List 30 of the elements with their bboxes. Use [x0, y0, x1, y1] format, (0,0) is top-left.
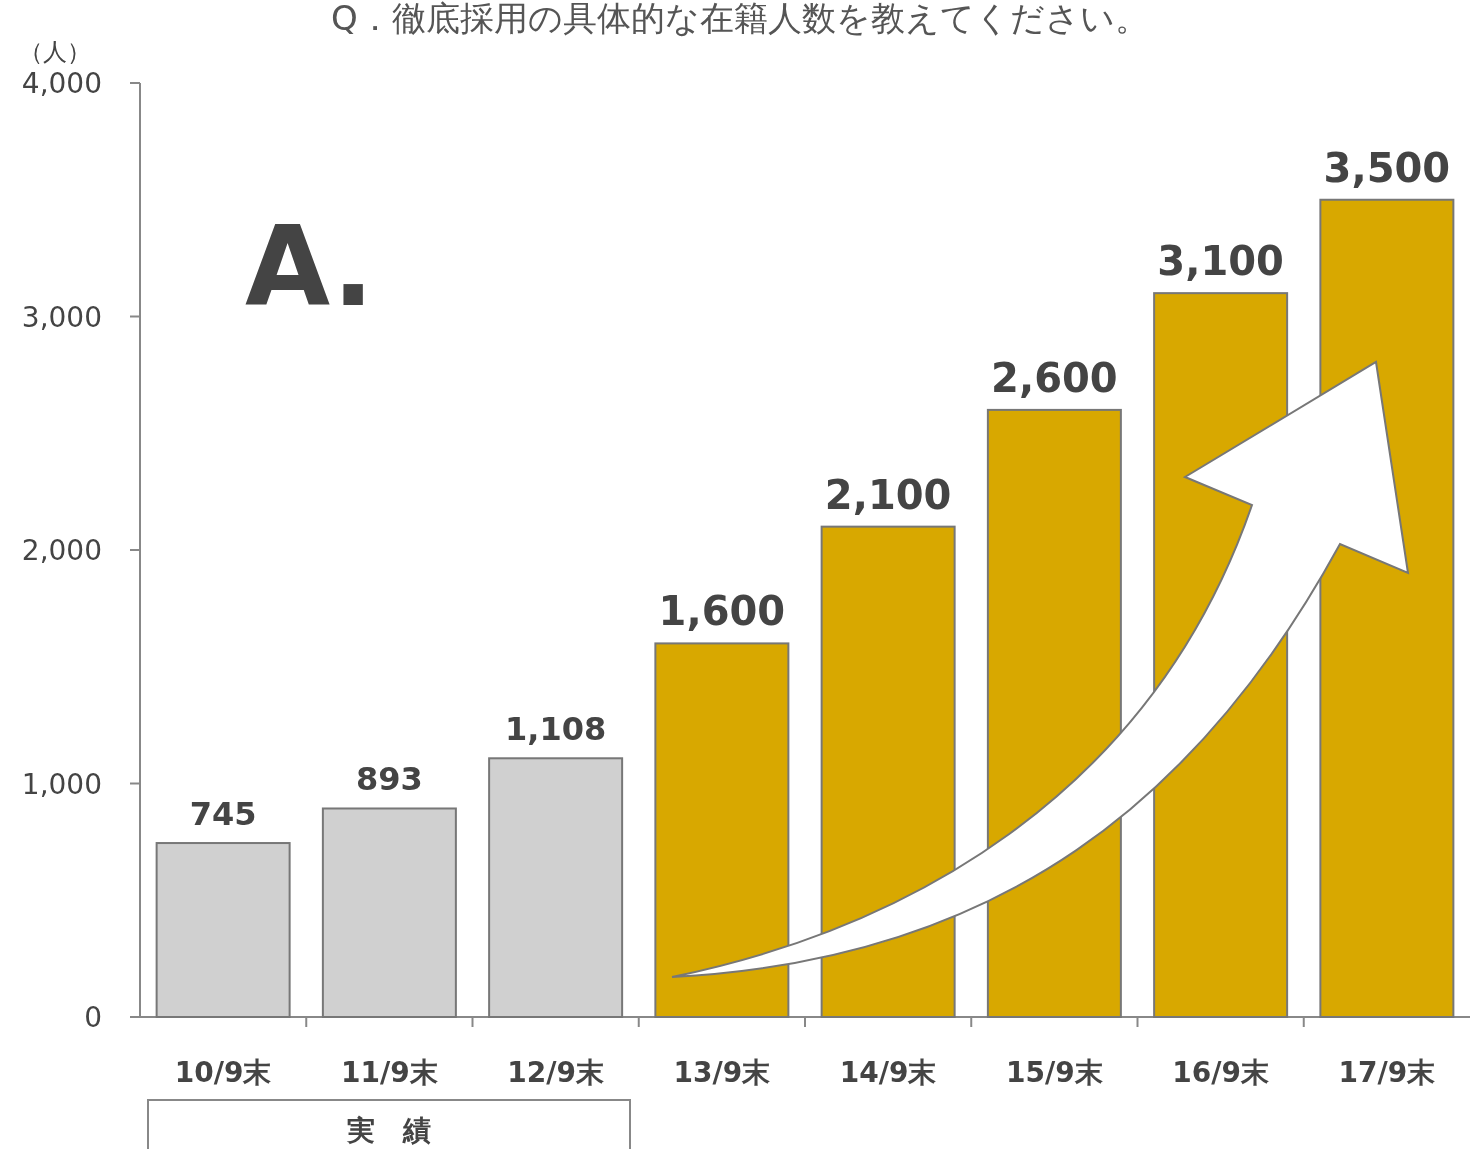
data-label: 2,100: [824, 471, 952, 518]
x-tick-label: 13/9末: [673, 1056, 771, 1089]
y-tick-label: 3,000: [21, 300, 102, 334]
data-label: 3,100: [1157, 238, 1284, 285]
x-tick-label: 16/9末: [1172, 1056, 1269, 1089]
data-label: 1,108: [505, 710, 607, 749]
x-tick-label: 17/9末: [1338, 1056, 1436, 1089]
x-tick-label: 11/9末: [341, 1056, 438, 1089]
y-tick-label: 1,000: [21, 767, 102, 801]
chart-title: Q．徹底採用の具体的な在籍人数を教えてください。: [331, 0, 1149, 38]
data-label: 745: [189, 795, 257, 834]
y-axis-title: （人）: [19, 38, 91, 66]
bar: [321, 807, 457, 1018]
y-tick-label: 4,000: [21, 67, 102, 100]
bar: [654, 642, 790, 1018]
y-tick-label: 0: [84, 1001, 102, 1034]
data-label: 3,500: [1323, 144, 1451, 191]
y-tick-label: 2,000: [21, 534, 102, 567]
x-tick-label: 12/9末: [507, 1056, 604, 1089]
data-label: 893: [355, 760, 423, 799]
annotation: A.: [245, 203, 374, 331]
bar: [488, 757, 624, 1018]
data-label: 2,600: [991, 354, 1118, 401]
x-tick-label: 10/9末: [174, 1056, 272, 1089]
x-tick-label: 15/9末: [1006, 1056, 1103, 1089]
text: 実 績: [346, 1114, 431, 1147]
data-label: 1,600: [658, 588, 786, 635]
bar: [155, 842, 291, 1018]
bar: [820, 525, 956, 1018]
x-tick-label: 14/9末: [839, 1056, 937, 1089]
